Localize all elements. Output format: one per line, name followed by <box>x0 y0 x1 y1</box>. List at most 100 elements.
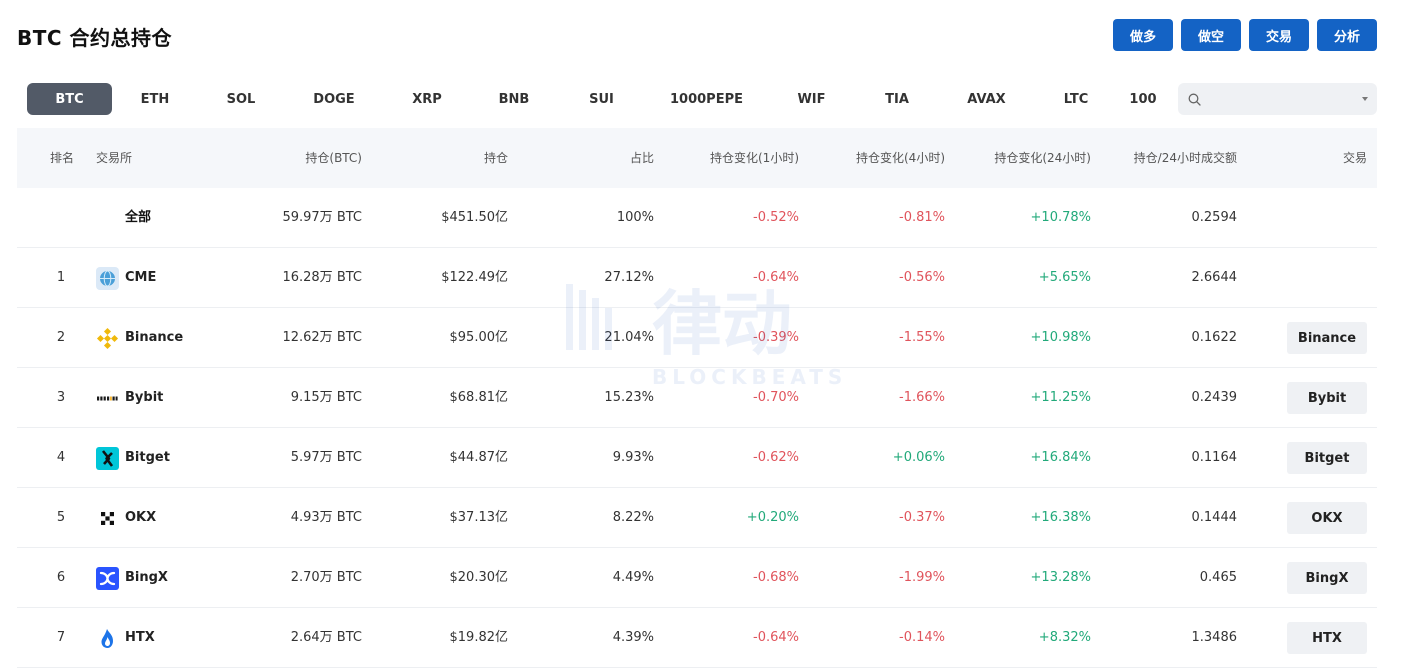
oi-btc-cell: 59.97万 BTC <box>282 210 362 225</box>
oi-usd-cell: $95.00亿 <box>449 330 509 345</box>
header-oi-volume-ratio: 持仓/24小时成交额 <box>1133 151 1237 165</box>
change-24h-cell: +10.78% <box>1030 210 1091 225</box>
coin-tab-bnb[interactable]: BNB <box>498 91 530 107</box>
coin-tab-xrp[interactable]: XRP <box>412 91 442 107</box>
long-button[interactable]: 做多 <box>1113 19 1173 51</box>
oi-usd-cell: $20.30亿 <box>449 570 509 585</box>
exchange-name: CME <box>125 270 157 285</box>
table-row[interactable]: 全部 59.97万 BTC $451.50亿 100% -0.52% -0.81% +10.… <box>17 188 1377 248</box>
coin-search-select[interactable] <box>1178 83 1377 115</box>
rank-cell: 7 <box>56 630 66 645</box>
header-oi: 持仓 <box>483 151 508 165</box>
trade-htx-button[interactable]: HTX <box>1287 622 1367 654</box>
share-cell: 9.93% <box>612 450 654 465</box>
trade-okx-button[interactable]: OKX <box>1287 502 1367 534</box>
change-24h-cell: +16.38% <box>1030 510 1091 525</box>
table-row[interactable]: 2 Binance 12.62万 BTC $95.00亿 21.04% -0.39% -1.… <box>17 308 1377 368</box>
change-24h-cell: +5.65% <box>1038 270 1091 285</box>
analysis-button[interactable]: 分析 <box>1317 19 1377 51</box>
table-row[interactable]: 7 HTX 2.64万 BTC $19.82亿 4.39% -0.64% -0.14% +8.… <box>17 608 1377 668</box>
oi-volume-ratio-cell: 2.6644 <box>1191 270 1238 285</box>
search-input[interactable] <box>1207 92 1362 106</box>
exchange-name: HTX <box>125 630 155 645</box>
coin-tab-avax[interactable]: AVAX <box>967 91 1006 107</box>
action-buttons: 做多 做空 交易 分析 <box>1113 19 1377 51</box>
header-trade: 交易 <box>1342 151 1367 165</box>
coin-tabs: BTC ETH SOL DOGE XRP BNB SUI 1000PEPE WIF TIA AVAX… <box>27 83 1169 115</box>
change-1h-cell: -0.62% <box>753 450 799 465</box>
search-icon <box>1188 93 1201 106</box>
rank-cell: 1 <box>56 270 66 285</box>
okx-logo <box>96 507 119 530</box>
change-1h-cell: -0.64% <box>753 630 799 645</box>
change-24h-cell: +8.32% <box>1038 630 1091 645</box>
binance-logo <box>96 327 119 350</box>
table-row[interactable]: 1 CME 16.28万 BTC $122.49亿 27.12% -0.64% -0.56%… <box>17 248 1377 308</box>
header-share: 占比 <box>629 151 654 165</box>
change-4h-cell: -0.56% <box>899 270 945 285</box>
exchange-name: Bybit <box>125 390 164 405</box>
share-cell: 4.49% <box>612 570 654 585</box>
header-oi-btc: 持仓(BTC) <box>305 151 362 165</box>
table-row[interactable]: 5 OKX 4.93万 BTC $37.13亿 8.22% +0.20% -0.37% +16… <box>17 488 1377 548</box>
header-change-4h: 持仓变化(4小时) <box>856 151 945 165</box>
coin-tab-eth[interactable]: ETH <box>140 91 170 107</box>
oi-btc-cell: 5.97万 BTC <box>290 450 362 465</box>
oi-btc-cell: 2.70万 BTC <box>290 570 362 585</box>
share-cell: 21.04% <box>604 330 654 345</box>
oi-volume-ratio-cell: 0.2439 <box>1191 390 1238 405</box>
header-rank: 排名 <box>50 151 75 165</box>
trade-bitget-button[interactable]: Bitget <box>1287 442 1367 474</box>
change-4h-cell: -0.37% <box>899 510 945 525</box>
change-24h-cell: +16.84% <box>1030 450 1091 465</box>
table-header: 排名 交易所 持仓(BTC) 持仓 占比 持仓变化(1小时) 持仓变化(4小时)… <box>17 128 1377 188</box>
oi-usd-cell: $122.49亿 <box>441 270 508 285</box>
change-4h-cell: -1.66% <box>899 390 945 405</box>
oi-volume-ratio-cell: 0.1622 <box>1191 330 1238 345</box>
oi-volume-ratio-cell: 0.1444 <box>1191 510 1238 525</box>
coin-tab-1000pepe[interactable]: 1000PEPE <box>670 91 743 107</box>
change-1h-cell: -0.52% <box>753 210 799 225</box>
short-button[interactable]: 做空 <box>1181 19 1241 51</box>
coin-tab-doge[interactable]: DOGE <box>313 91 355 107</box>
coin-tab-wif[interactable]: WIF <box>797 91 826 107</box>
coin-tab-100[interactable]: 100 <box>1129 91 1157 107</box>
rank-cell: 5 <box>56 510 66 525</box>
coin-tab-tia[interactable]: TIA <box>885 91 909 107</box>
trade-bingx-button[interactable]: BingX <box>1287 562 1367 594</box>
oi-volume-ratio-cell: 0.2594 <box>1191 210 1238 225</box>
exchange-cell: BingX <box>96 548 168 608</box>
oi-btc-cell: 12.62万 BTC <box>282 330 362 345</box>
change-1h-cell: -0.64% <box>753 270 799 285</box>
oi-usd-cell: $44.87亿 <box>449 450 509 465</box>
change-4h-cell: -0.14% <box>899 630 945 645</box>
trade-button[interactable]: 交易 <box>1249 19 1309 51</box>
change-4h-cell: +0.06% <box>892 450 945 465</box>
oi-volume-ratio-cell: 1.3486 <box>1191 630 1238 645</box>
table-row[interactable]: 6 BingX 2.70万 BTC $20.30亿 4.49% -0.68% -1.99% +… <box>17 548 1377 608</box>
chevron-down-icon[interactable] <box>1362 97 1368 101</box>
change-4h-cell: -0.81% <box>899 210 945 225</box>
change-1h-cell: -0.70% <box>753 390 799 405</box>
coin-tab-sol[interactable]: SOL <box>226 91 256 107</box>
bingx-logo <box>96 566 119 590</box>
rank-cell <box>46 188 76 248</box>
cme-logo <box>96 266 119 290</box>
oi-usd-cell: $19.82亿 <box>449 630 509 645</box>
oi-volume-ratio-cell: 0.1164 <box>1191 450 1238 465</box>
header-exchange: 交易所 <box>96 151 133 165</box>
share-cell: 8.22% <box>612 510 654 525</box>
coin-tab-btc[interactable]: BTC <box>27 83 112 115</box>
exchange-cell: Binance <box>96 308 183 368</box>
oi-volume-ratio-cell: 0.465 <box>1199 570 1237 585</box>
coin-tab-sui[interactable]: SUI <box>589 91 614 107</box>
share-cell: 4.39% <box>612 630 654 645</box>
coin-tab-ltc[interactable]: LTC <box>1063 91 1089 107</box>
exchange-cell: HTX <box>96 608 155 668</box>
exchange-name: BingX <box>125 570 168 585</box>
trade-binance-button[interactable]: Binance <box>1287 322 1367 354</box>
change-24h-cell: +13.28% <box>1030 570 1091 585</box>
table-row[interactable]: 4 Bitget 5.97万 BTC $44.87亿 9.93% -0.62% +0.06%… <box>17 428 1377 488</box>
trade-bybit-button[interactable]: Bybit <box>1287 382 1367 414</box>
table-row[interactable]: 3 Bybit 9.15万 BTC $68.81亿 15.23% -0.70% -1.66%… <box>17 368 1377 428</box>
